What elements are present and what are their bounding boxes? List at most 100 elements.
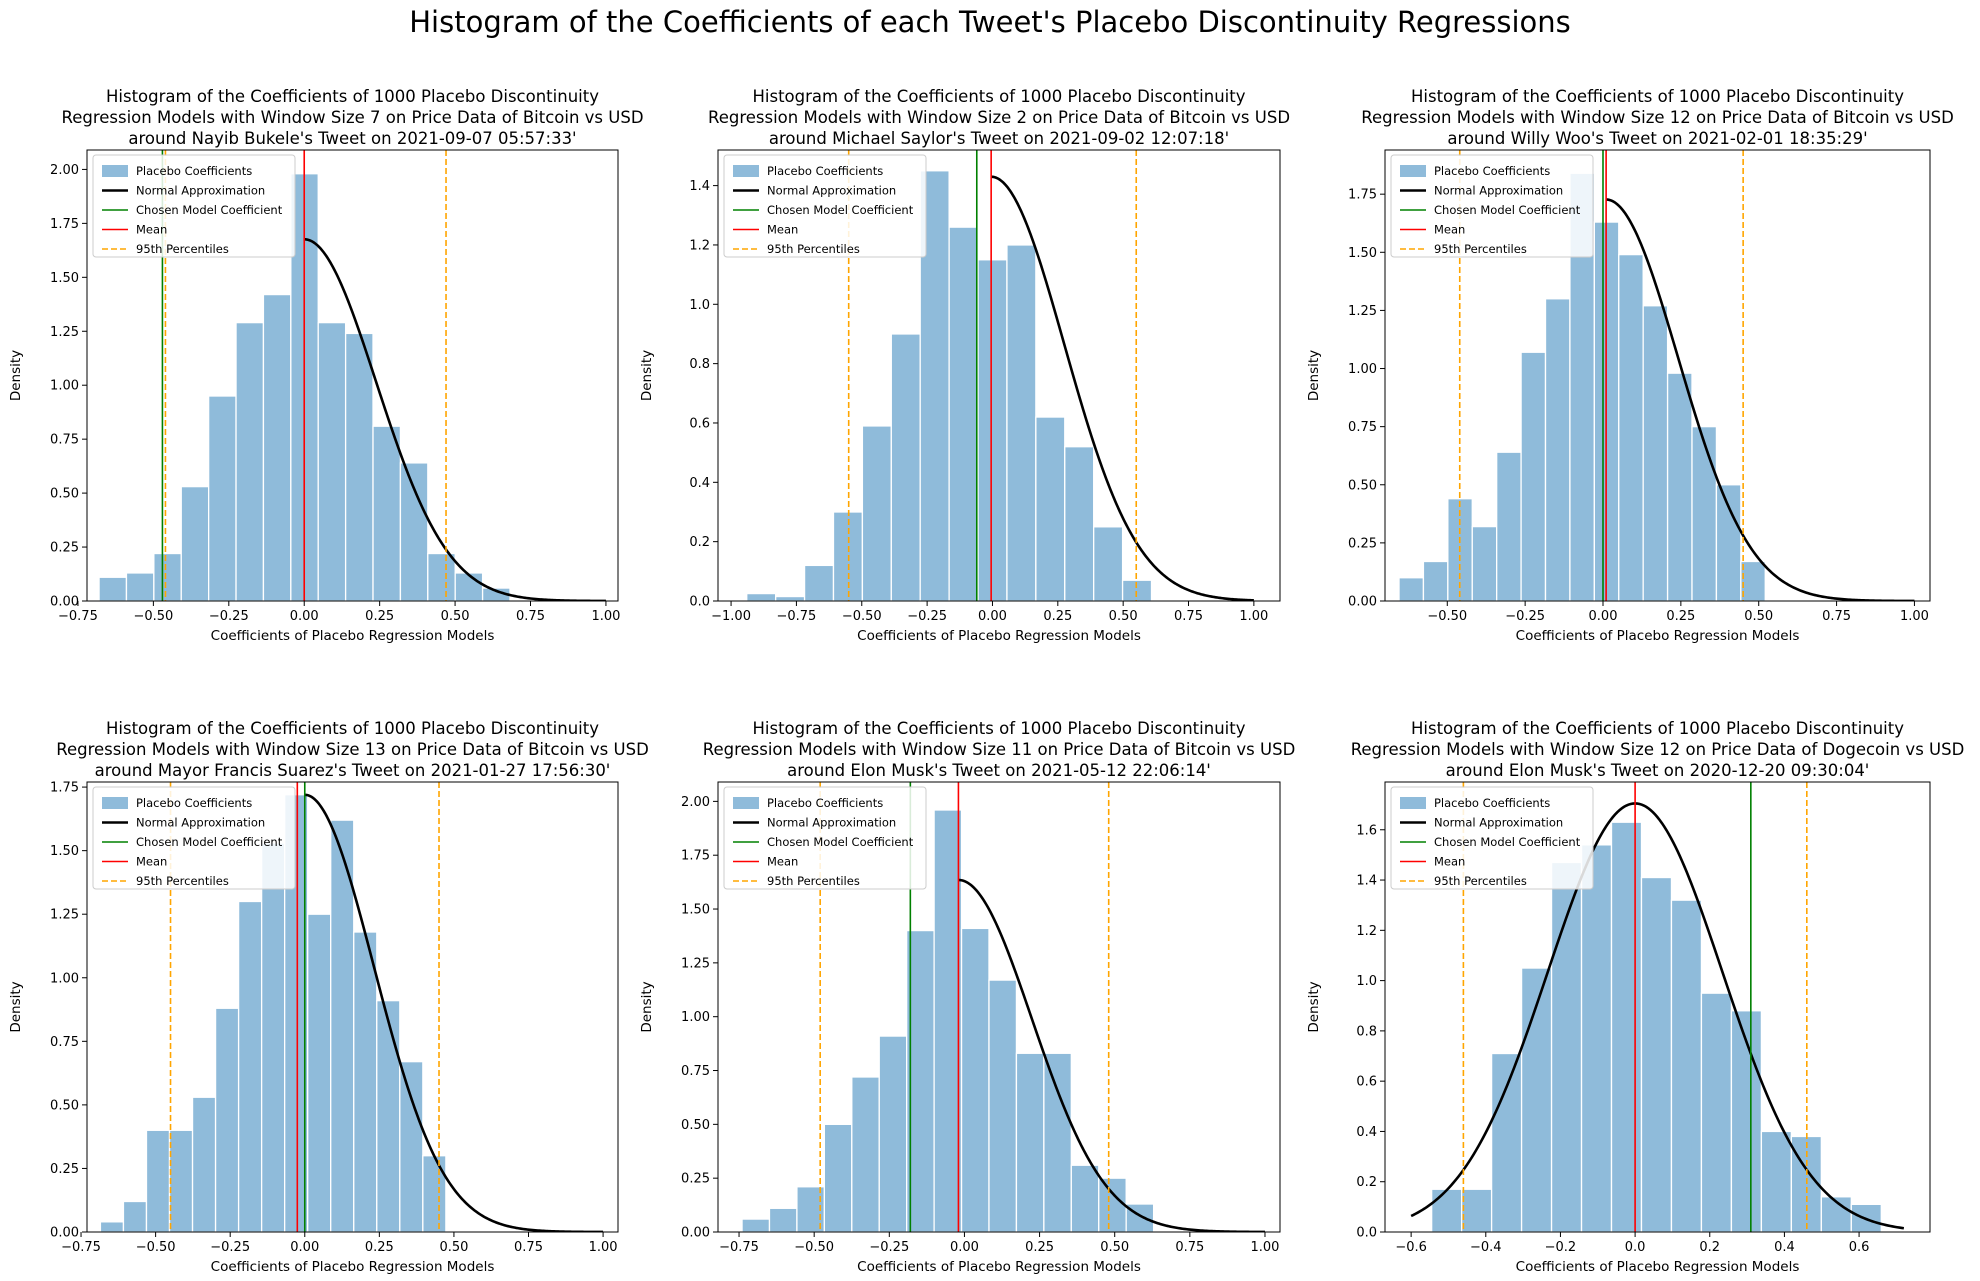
x-tick-label: 0.4 xyxy=(1774,1240,1795,1255)
histogram-panel: −0.75 −0.50 −0.25 0.00 0.25 0.50 0.75 1.00 0.00 0… xyxy=(8,719,649,1275)
axes-frame xyxy=(717,149,1281,602)
y-tick-label: 0.6 xyxy=(1356,1075,1377,1090)
legend-label: Chosen Model Coefficient xyxy=(767,203,914,217)
y-tick-label: 0.4 xyxy=(689,476,710,491)
x-tick-label: 1.00 xyxy=(1239,609,1268,624)
histogram-bar xyxy=(1471,525,1498,601)
y-tick-label: 1.25 xyxy=(681,956,710,971)
histogram-bar xyxy=(145,1129,171,1232)
histogram-bar xyxy=(399,1061,424,1232)
y-tick-label: 1.2 xyxy=(1356,924,1377,939)
y-axis-label: Density xyxy=(639,350,655,401)
y-tick-label: 0.75 xyxy=(50,433,79,448)
y-tick-label: 0.6 xyxy=(689,416,710,431)
histogram-bar xyxy=(1043,1052,1072,1232)
y-tick-label: 0.8 xyxy=(689,357,710,372)
histogram-bar xyxy=(427,552,456,601)
histogram-bar xyxy=(260,842,286,1232)
legend-label: Chosen Model Coefficient xyxy=(136,203,283,217)
x-tick-label: 0.75 xyxy=(1822,609,1851,624)
y-tick-label: 0.25 xyxy=(681,1172,710,1187)
histogram-bar xyxy=(1580,844,1613,1232)
y-tick-label: 1.25 xyxy=(50,325,79,340)
x-tick-label: 0.75 xyxy=(514,1240,543,1255)
x-tick-label: −0.2 xyxy=(1545,1240,1577,1255)
y-tick-label: 1.4 xyxy=(1356,874,1377,889)
x-tick-label: 0.75 xyxy=(516,609,545,624)
legend: Placebo Coefficients Normal Approximation… xyxy=(723,154,927,258)
legend-swatch-placebo-coefficients xyxy=(1400,165,1426,177)
plot-area xyxy=(1398,150,1915,601)
legend-box xyxy=(92,154,296,258)
axes-frame xyxy=(1384,781,1931,1233)
histogram-bar xyxy=(1544,298,1571,601)
y-tick-label: 0.25 xyxy=(50,1162,79,1177)
histogram-bar xyxy=(307,913,332,1232)
x-tick-label: −0.50 xyxy=(842,609,882,624)
x-tick-label: 0.00 xyxy=(290,609,319,624)
x-tick-label: 0.50 xyxy=(1744,609,1773,624)
histogram-panel: −1.00 −0.75 −0.50 −0.25 0.00 0.25 0.50 0.75 1.00… xyxy=(639,87,1290,644)
y-tick-label: 1.75 xyxy=(681,849,710,864)
x-tick-label: −0.75 xyxy=(58,609,98,624)
x-tick-label: 0.00 xyxy=(1589,609,1618,624)
legend-swatch-placebo-coefficients xyxy=(102,165,128,177)
x-tick-label: 1.00 xyxy=(591,609,620,624)
histogram-bar xyxy=(1520,967,1553,1232)
histogram-bar xyxy=(851,1076,880,1232)
panel-title-line: Regression Models with Window Size 11 on… xyxy=(703,740,1296,759)
panel-title-line: Histogram of the Coefficients of 1000 Pl… xyxy=(753,87,1246,106)
panel-title-line: around Elon Musk's Tweet on 2021-05-12 2… xyxy=(787,761,1211,780)
legend-box xyxy=(723,154,927,258)
x-tick-label: 0.2 xyxy=(1699,1240,1720,1255)
x-tick-label: 0.00 xyxy=(290,1240,319,1255)
histogram-bar xyxy=(422,1155,447,1232)
x-axis-label: Coefficients of Placebo Regression Model… xyxy=(1516,1259,1800,1275)
y-tick-label: 0.00 xyxy=(50,1226,79,1241)
legend-label: Placebo Coefficients xyxy=(767,164,883,178)
histogram-bar xyxy=(1496,451,1522,601)
y-tick-label: 0.4 xyxy=(1356,1125,1377,1140)
panel-title-line: around Michael Saylor's Tweet on 2021-09… xyxy=(769,129,1229,148)
histogram-bar xyxy=(1460,1188,1493,1232)
x-tick-label: −0.75 xyxy=(61,1240,101,1255)
histogram-bar xyxy=(768,1207,798,1232)
histogram-bar xyxy=(1550,861,1583,1232)
legend-label: Placebo Coefficients xyxy=(1434,796,1550,810)
histogram-bar xyxy=(803,564,835,601)
y-tick-label: 1.00 xyxy=(50,971,79,986)
legend-label: Placebo Coefficients xyxy=(136,164,252,178)
y-tick-label: 1.6 xyxy=(1356,823,1377,838)
y-tick-label: 1.75 xyxy=(1348,188,1377,203)
x-tick-label: −0.25 xyxy=(1505,609,1545,624)
y-axis-label: Density xyxy=(639,981,655,1032)
panel-title-line: Regression Models with Window Size 13 on… xyxy=(56,740,649,759)
x-tick-label: −0.25 xyxy=(869,1240,909,1255)
y-tick-label: 0.75 xyxy=(50,1035,79,1050)
x-tick-label: 0.0 xyxy=(1625,1240,1646,1255)
histogram-bar xyxy=(1121,579,1153,601)
y-tick-label: 0.0 xyxy=(689,595,710,610)
x-tick-label: 0.50 xyxy=(439,1240,468,1255)
y-tick-label: 2.00 xyxy=(681,795,710,810)
x-tick-label: 0.50 xyxy=(1109,609,1138,624)
legend-swatch-placebo-coefficients xyxy=(102,797,128,809)
histogram-bar xyxy=(399,462,429,601)
legend-label: Mean xyxy=(136,223,167,237)
y-tick-label: 0.2 xyxy=(1356,1175,1377,1190)
plot-area xyxy=(99,782,604,1232)
histogram-bar xyxy=(933,809,963,1232)
legend-label: Normal Approximation xyxy=(136,816,265,830)
legend: Placebo Coefficients Normal Approximation… xyxy=(1390,786,1594,890)
x-tick-label: 0.25 xyxy=(1025,1240,1054,1255)
legend-label: 95th Percentiles xyxy=(136,874,229,888)
y-tick-label: 0.2 xyxy=(689,535,710,550)
axes-frame xyxy=(86,781,619,1233)
x-tick-label: 0.00 xyxy=(978,609,1007,624)
legend-label: Normal Approximation xyxy=(136,184,265,198)
legend-swatch-placebo-coefficients xyxy=(1400,797,1426,809)
x-tick-label: −0.50 xyxy=(133,609,173,624)
legend-label: 95th Percentiles xyxy=(767,242,860,256)
y-tick-label: 1.00 xyxy=(1348,362,1377,377)
histogram-bar xyxy=(775,595,806,601)
